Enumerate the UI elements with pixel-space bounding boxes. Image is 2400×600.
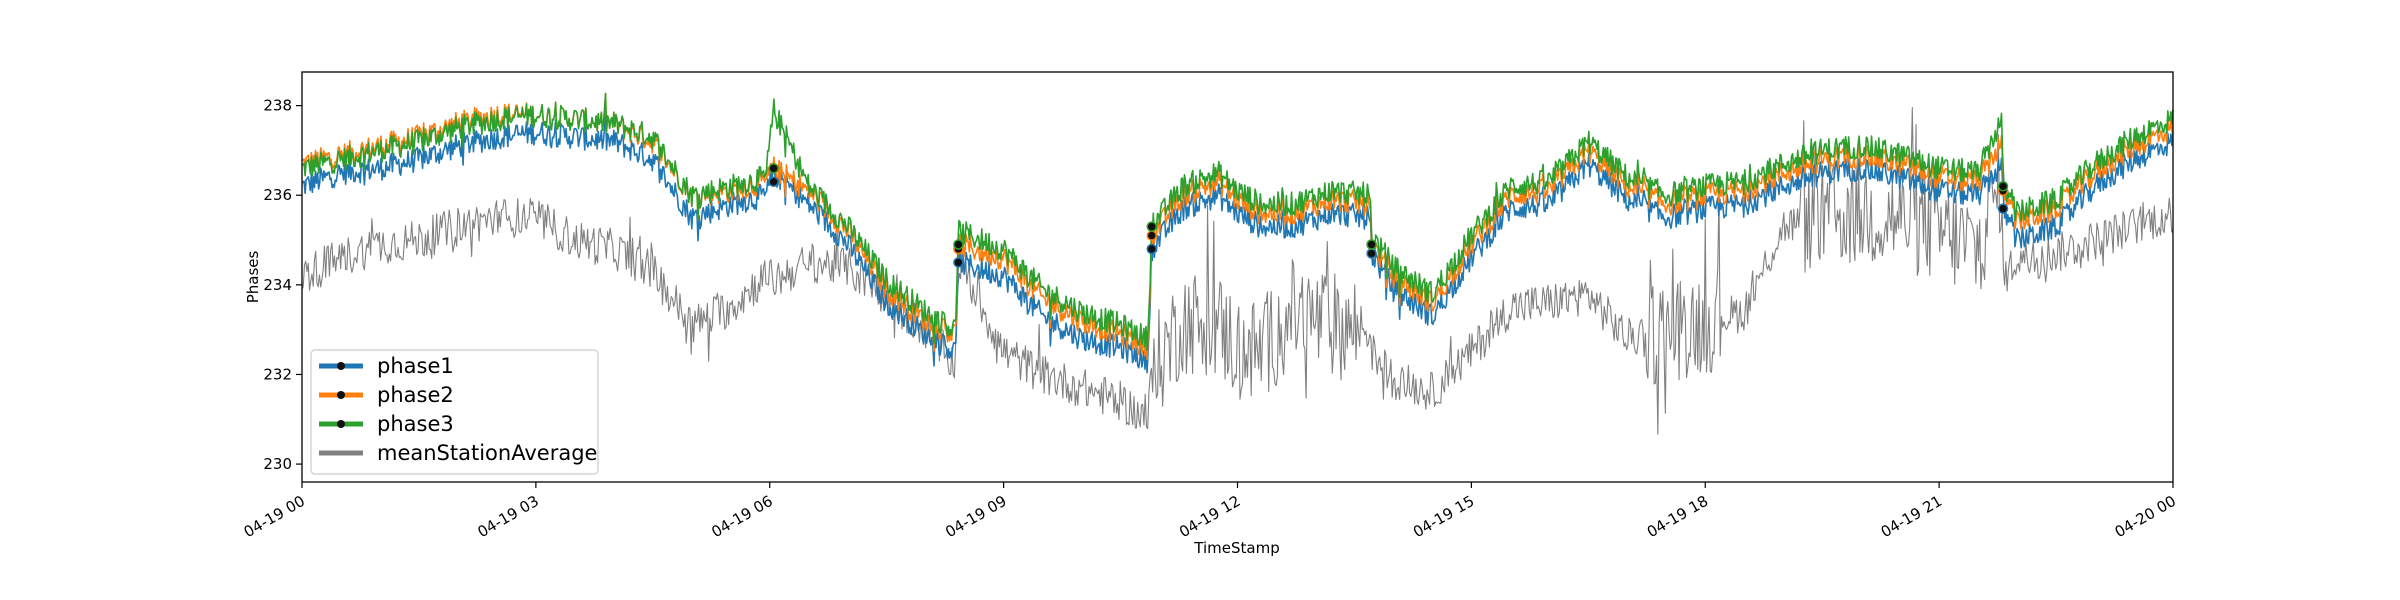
phase1-marker (768, 176, 779, 188)
phase3-marker (953, 239, 964, 250)
y-tick-label: 234 (263, 276, 292, 294)
x-tick-label: 04-20 00 (2112, 492, 2179, 541)
y-tick-label: 238 (263, 97, 292, 115)
x-tick-label: 04-19 21 (1878, 492, 1945, 541)
legend-label-meanStationAverage: meanStationAverage (377, 441, 597, 465)
legend-label-phase3: phase3 (377, 412, 454, 436)
y-tick-label: 232 (263, 365, 292, 383)
x-tick-label: 04-19 00 (241, 492, 308, 541)
legend-marker-phase1 (337, 362, 345, 370)
phase-markers-layer (768, 163, 2009, 268)
y-axis-label: Phases (244, 251, 262, 304)
phase1-marker (1366, 248, 1377, 259)
legend-marker-phase2 (337, 391, 345, 399)
x-tick-label: 04-19 06 (708, 492, 775, 541)
phase1-marker (1146, 243, 1157, 255)
phase3-marker (1146, 221, 1157, 232)
x-tick-label: 04-19 12 (1176, 492, 1243, 541)
legend: phase1 phase2 phase3 meanStationAverage (310, 349, 599, 475)
meanStationAverage-line (301, 106, 2174, 435)
y-tick-label: 230 (263, 455, 292, 473)
x-tick-label: 04-19 15 (1410, 492, 1477, 541)
x-tick-label: 04-19 18 (1644, 492, 1711, 541)
phase3-line (301, 92, 2174, 352)
phase1-marker (1997, 203, 2009, 214)
phase3-marker (768, 163, 779, 174)
mean-station-average-layer (301, 106, 2174, 435)
legend-marker-phase3 (337, 420, 345, 428)
x-axis: 04-19 00 04-19 03 04-19 06 04-19 09 04-19 12… (241, 482, 2179, 541)
phase1-marker (953, 257, 964, 268)
y-tick-label: 236 (263, 186, 292, 204)
x-axis-label: TimeStamp (1193, 539, 1279, 557)
phase1-line (301, 110, 2174, 374)
phase3-marker (1997, 181, 2009, 192)
phase-lines-layer (301, 92, 2174, 374)
x-tick-label: 04-19 09 (942, 492, 1009, 541)
phase3-marker (1366, 239, 1377, 250)
legend-box (310, 349, 599, 475)
y-axis: 230 232 234 236 238 (263, 97, 302, 473)
phase2-marker (1146, 230, 1157, 241)
legend-label-phase1: phase1 (377, 354, 454, 378)
legend-label-phase2: phase2 (377, 383, 454, 407)
x-tick-label: 04-19 03 (474, 492, 541, 541)
